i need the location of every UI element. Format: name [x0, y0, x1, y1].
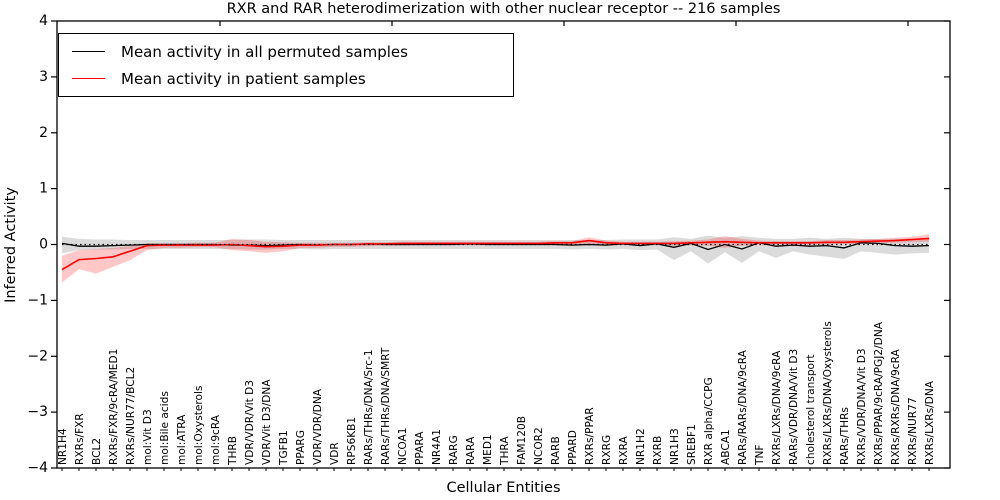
x-tick-label: TGFB1	[278, 430, 290, 466]
x-tick-label: RARG	[448, 435, 460, 465]
x-tick-label: RXRs/NUR77	[907, 397, 919, 465]
y-tick-label: −1	[27, 292, 48, 308]
x-tick-label: PPARA	[414, 431, 426, 465]
y-axis-label: Inferred Activity	[3, 187, 19, 303]
legend-label-permuted: Mean activity in all permuted samples	[121, 42, 408, 61]
x-tick-label: RARA	[465, 436, 477, 465]
x-tick-label: RARs/VDR/DNA/Vit D3	[788, 349, 800, 465]
x-tick-label: mol:9cRA	[210, 414, 222, 465]
x-tick-label: RARs/RARs/DNA/9cRA	[737, 349, 749, 465]
x-tick-label: mol:ATRA	[176, 414, 188, 465]
x-tick-label: BCL2	[91, 438, 103, 465]
y-tick-label: 1	[39, 181, 48, 197]
x-tick-label: NCOR2	[533, 427, 545, 465]
x-tick-label: RARB	[550, 436, 562, 465]
x-tick-label: VDR	[329, 442, 341, 465]
x-tick-label: RARs/THRs	[839, 407, 851, 465]
x-tick-label: MED1	[482, 434, 494, 465]
legend-label-patient: Mean activity in patient samples	[121, 69, 366, 88]
x-tick-label: RXRs/RXRs/DNA/9cRA	[890, 348, 902, 465]
x-tick-label: RXRs/VDR/DNA/Vit D3	[856, 348, 868, 465]
legend-item-patient: Mean activity in patient samples	[59, 66, 513, 92]
legend-item-permuted: Mean activity in all permuted samples	[59, 39, 513, 65]
x-tick-label: RXR alpha/CCPG	[703, 377, 715, 465]
x-tick-label: RXRB	[652, 436, 664, 465]
x-tick-label: NR1H4	[57, 428, 69, 465]
y-tick-label: 2	[39, 125, 48, 141]
y-tick-label: −2	[27, 348, 48, 364]
x-tick-label: TNF	[754, 445, 766, 467]
x-tick-label: RXRs/FXR	[74, 413, 86, 465]
patient-line-sample	[72, 78, 105, 79]
x-tick-label: mol:Oxysterols	[193, 386, 205, 465]
x-tick-label: cholesterol transport	[805, 354, 817, 465]
x-tick-label: THRA	[499, 436, 511, 466]
patient-mean-line	[61, 237, 930, 271]
x-tick-label: RPS6KB1	[346, 417, 358, 465]
x-tick-label: RXRA	[618, 435, 630, 465]
x-tick-label: PPARG	[295, 430, 307, 465]
x-tick-label: VDR/VDR/DNA	[312, 388, 324, 465]
x-tick-label: ABCA1	[720, 429, 732, 465]
x-tick-label: NR4A1	[431, 429, 443, 465]
y-tick-label: −3	[27, 404, 48, 420]
x-tick-label: RXRs/LXRs/DNA/Oxysterols	[822, 321, 834, 465]
x-tick-label: NCOA1	[397, 428, 409, 465]
legend: Mean activity in all permuted samples Me…	[58, 33, 514, 97]
x-tick-label: RXRs/FXR/9cRA/MED1	[108, 349, 120, 465]
x-tick-label: mol:Vit D3	[142, 409, 154, 465]
x-tick-label: FAM120B	[516, 416, 528, 465]
x-tick-label: RXRs/PPAR	[584, 407, 596, 465]
x-tick-label: PPARD	[567, 430, 579, 465]
x-tick-label: RXRs/PPAR/9cRA/PGJ2/DNA	[873, 321, 885, 465]
x-tick-label: VDR/VDR/Vit D3	[244, 380, 256, 465]
x-tick-label: RARs/THRs/DNA/SMRT	[380, 347, 392, 465]
permuted-line-sample	[72, 51, 105, 52]
permuted-confidence-band	[62, 235, 929, 264]
x-tick-label: RARs/THRs/DNA/Src-1	[363, 349, 375, 465]
chart-title: RXR and RAR heterodimerization with othe…	[226, 1, 781, 17]
y-tick-label: 4	[39, 13, 48, 29]
y-tick-label: 3	[39, 69, 48, 85]
x-tick-label: NR1H2	[635, 428, 647, 465]
x-tick-label: THRB	[227, 436, 239, 466]
y-tick-label: 0	[39, 237, 48, 253]
x-axis-label: Cellular Entities	[446, 480, 561, 496]
x-tick-label: NR1H3	[669, 428, 681, 465]
x-tick-label: SREBF1	[686, 424, 698, 465]
x-tick-label: mol:Bile acids	[159, 391, 171, 465]
x-tick-label: RXRs/NUR77/BCL2	[125, 367, 137, 465]
x-tick-label: VDR/Vit D3/DNA	[261, 379, 273, 465]
x-tick-label: RXRs/LXRs/DNA/9cRA	[771, 350, 783, 465]
x-tick-label: RXRG	[601, 435, 613, 465]
y-tick-label: −4	[27, 460, 48, 476]
x-tick-label: RXRs/LXRs/DNA	[924, 380, 936, 465]
